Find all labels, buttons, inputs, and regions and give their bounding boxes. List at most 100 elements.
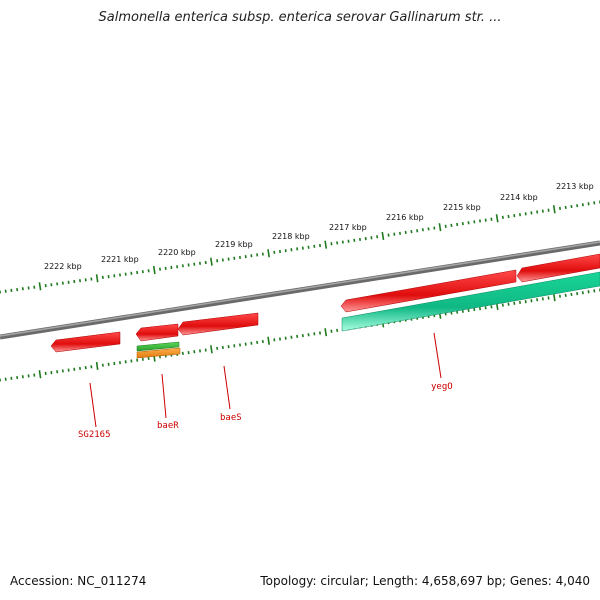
gene-label-yego[interactable]: yegO [431,382,453,392]
major-tick [324,240,328,249]
minor-tick [301,333,304,338]
minor-tick [136,358,139,362]
minor-tick [507,302,510,306]
minor-tick [330,242,333,246]
gene-sg2165[interactable] [50,331,121,353]
minor-tick [16,375,19,380]
minor-tick [56,282,59,286]
minor-tick [547,296,550,300]
major-tick [38,282,42,291]
minor-tick [256,340,259,345]
minor-tick [501,303,504,307]
inner-scale-ticks [0,288,600,382]
minor-tick [593,201,596,205]
minor-tick [507,214,510,219]
major-tick [210,345,213,354]
minor-tick [101,363,104,367]
minor-tick [576,204,579,208]
minor-tick [341,240,344,244]
minor-tick [467,308,470,313]
minor-tick [530,211,533,215]
major-tick [552,205,556,214]
minor-tick [501,215,504,220]
minor-tick [136,270,139,275]
minor-tick [301,246,304,250]
minor-tick [21,287,24,291]
gene-labels: SG2165 baeR baeS yegO [78,382,453,440]
minor-tick [176,265,179,269]
major-tick [381,231,385,241]
kbp-label: 2218 kbp [272,232,310,241]
minor-tick [336,241,339,245]
minor-tick [416,229,419,233]
minor-tick [101,275,104,280]
major-tick [95,274,99,283]
major-tick [552,293,556,302]
gene-baer[interactable] [135,323,179,342]
minor-tick [181,264,184,268]
minor-tick [16,287,19,292]
kbp-label: 2216 kbp [386,213,424,222]
minor-tick [421,228,424,232]
minor-tick [427,227,430,231]
minor-tick [216,259,219,263]
genome-backbone-highlight [0,241,600,337]
major-tick [38,370,42,379]
kbp-label: 2215 kbp [443,203,481,212]
major-tick [495,214,499,223]
major-tick [95,361,99,371]
minor-tick [576,291,579,296]
kbp-label: 2222 kbp [44,262,82,271]
gene-label-baes[interactable]: baeS [220,413,242,423]
genome-backbone [0,240,600,340]
major-tick [152,265,156,275]
major-tick [210,257,213,266]
minor-tick [587,202,590,206]
minor-tick [461,309,464,313]
minor-tick [467,221,470,225]
gene-yego[interactable] [340,269,517,313]
minor-tick [141,357,144,361]
minor-tick [461,221,464,226]
minor-tick [541,297,544,301]
minor-tick [181,351,184,356]
minor-tick [570,204,573,209]
gene-baes[interactable] [177,312,259,336]
minor-tick [290,335,293,339]
minor-tick [307,333,310,337]
minor-tick [61,281,64,285]
gene-features [50,253,600,359]
minor-tick [536,210,539,214]
minor-tick [216,346,219,350]
minor-tick [547,208,550,212]
minor-tick [587,290,590,294]
gene-baer-cds[interactable] [136,341,180,352]
minor-tick [261,252,264,256]
minor-tick [296,334,299,339]
minor-tick [456,222,459,227]
gene-baer-rna[interactable] [136,347,181,359]
outer-scale-ticks [0,200,600,294]
gene-label-baer[interactable]: baeR [157,421,179,431]
minor-tick [290,248,293,252]
minor-tick [296,247,299,251]
gene-label-sg2165[interactable]: SG2165 [78,430,111,440]
gene-yego-teal[interactable] [341,271,600,332]
minor-tick [410,229,413,234]
minor-tick [541,209,544,213]
accession-text: Accession: NC_011274 [10,574,147,588]
kbp-label: 2217 kbp [329,223,367,232]
minor-tick [221,345,224,350]
minor-tick [581,203,584,207]
minor-tick [450,223,453,228]
minor-tick [61,369,64,373]
gene-neighbor[interactable] [516,253,600,283]
minor-tick [490,217,493,221]
kbp-labels: 2222 kbp 2221 kbp 2220 kbp 2219 kbp 2218… [44,182,594,271]
minor-tick [581,291,584,295]
minor-tick [221,258,224,262]
kbp-label: 2219 kbp [215,240,253,249]
minor-tick [336,328,339,333]
minor-tick [387,233,390,237]
